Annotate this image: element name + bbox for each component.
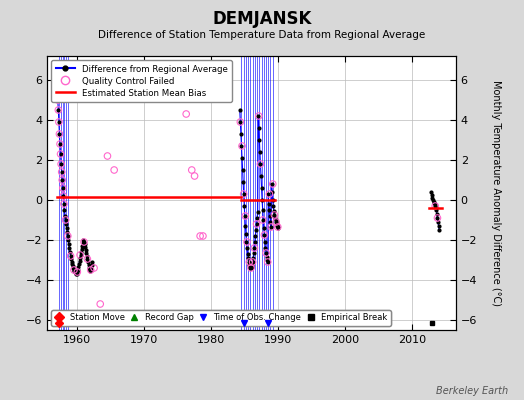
- Point: [250, 245, 258, 251]
- Point: [96, 301, 104, 307]
- Point: [236, 119, 245, 125]
- Point: [253, 221, 261, 227]
- Point: [265, 191, 274, 197]
- Point: [54, 119, 63, 125]
- Point: [255, 113, 263, 119]
- Point: [182, 111, 190, 117]
- Point: [245, 259, 254, 265]
- Point: [73, 269, 82, 275]
- Point: [431, 203, 440, 209]
- Point: [190, 173, 199, 179]
- Point: [53, 97, 62, 103]
- Point: [260, 232, 269, 238]
- Point: [238, 143, 246, 149]
- Point: [243, 239, 251, 245]
- Point: [59, 185, 67, 191]
- Point: [83, 256, 92, 262]
- Text: Difference of Station Temperature Data from Regional Average: Difference of Station Temperature Data f…: [99, 30, 425, 40]
- Point: [256, 161, 265, 167]
- Text: Berkeley Earth: Berkeley Earth: [436, 386, 508, 396]
- Point: [55, 131, 63, 137]
- Point: [267, 224, 275, 230]
- Point: [264, 259, 272, 265]
- Point: [247, 265, 255, 271]
- Y-axis label: Monthly Temperature Anomaly Difference (°C): Monthly Temperature Anomaly Difference (…: [491, 80, 501, 306]
- Point: [86, 267, 95, 273]
- Point: [76, 252, 84, 258]
- Point: [57, 151, 65, 157]
- Point: [270, 212, 279, 218]
- Point: [269, 181, 277, 187]
- Point: [90, 265, 99, 271]
- Point: [241, 213, 249, 219]
- Point: [262, 250, 270, 256]
- Point: [274, 224, 282, 230]
- Point: [58, 169, 66, 175]
- Point: [56, 141, 64, 147]
- Point: [196, 233, 204, 239]
- Point: [248, 259, 257, 265]
- Text: DEMJANSK: DEMJANSK: [212, 10, 312, 28]
- Point: [103, 153, 112, 159]
- Point: [60, 201, 68, 207]
- Point: [188, 167, 196, 173]
- Point: [70, 267, 78, 273]
- Point: [54, 107, 62, 113]
- Point: [57, 161, 66, 167]
- Point: [272, 219, 280, 225]
- Point: [433, 215, 442, 221]
- Point: [61, 217, 70, 223]
- Point: [258, 217, 267, 223]
- Point: [80, 239, 88, 245]
- Point: [58, 177, 67, 183]
- Point: [110, 167, 118, 173]
- Point: [239, 191, 248, 197]
- Point: [63, 233, 72, 239]
- Point: [59, 193, 68, 199]
- Legend: Station Move, Record Gap, Time of Obs. Change, Empirical Break: Station Move, Record Gap, Time of Obs. C…: [51, 310, 391, 326]
- Point: [199, 233, 207, 239]
- Point: [67, 253, 75, 259]
